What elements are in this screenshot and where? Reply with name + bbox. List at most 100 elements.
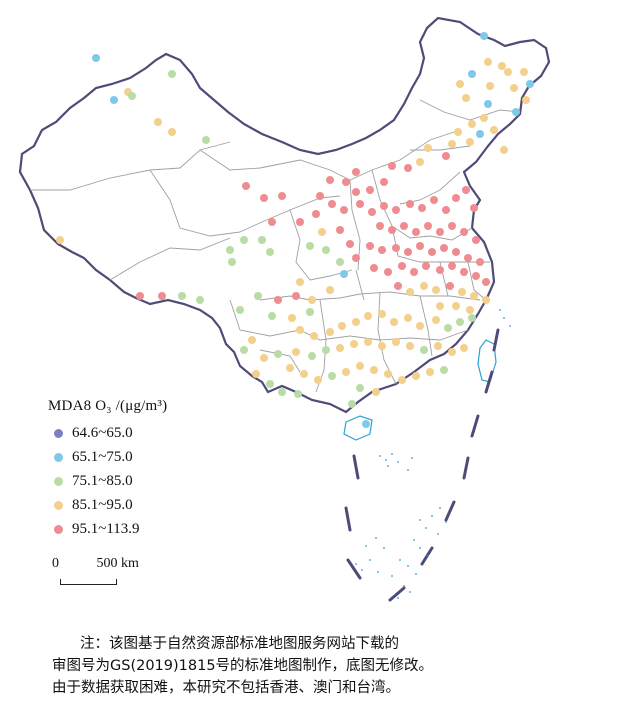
station-dot xyxy=(416,322,424,330)
station-dot xyxy=(384,370,392,378)
station-dot xyxy=(326,286,334,294)
legend-label-1: 64.6~65.0 xyxy=(72,424,133,441)
station-dot xyxy=(288,314,296,322)
station-dot xyxy=(326,176,334,184)
station-dot xyxy=(426,368,434,376)
station-dot xyxy=(404,248,412,256)
station-dot xyxy=(240,346,248,354)
station-dot xyxy=(406,342,414,350)
station-dot xyxy=(338,322,346,330)
station-dot xyxy=(498,62,506,70)
station-dot xyxy=(340,206,348,214)
station-dot xyxy=(362,420,370,428)
station-dot xyxy=(370,366,378,374)
island-dot xyxy=(369,559,371,561)
station-dot xyxy=(418,204,426,212)
hainan-island xyxy=(343,415,373,441)
station-dot xyxy=(366,242,374,250)
station-dot xyxy=(236,306,244,314)
legend-item-2: 65.1~75.0 xyxy=(48,445,167,469)
station-dot xyxy=(436,302,444,310)
island-dot xyxy=(437,533,439,535)
station-dot xyxy=(526,80,534,88)
station-dot xyxy=(412,228,420,236)
station-dot xyxy=(472,236,480,244)
island-dot xyxy=(407,565,409,567)
station-dot xyxy=(462,94,470,102)
station-dot xyxy=(268,218,276,226)
station-dot xyxy=(448,140,456,148)
monitoring-stations xyxy=(56,32,534,428)
station-dot xyxy=(424,222,432,230)
legend-swatch-4 xyxy=(54,500,63,510)
station-dot xyxy=(432,316,440,324)
station-dot xyxy=(394,282,402,290)
station-dot xyxy=(388,162,396,170)
island-dot xyxy=(419,547,421,549)
station-dot xyxy=(420,282,428,290)
island-dot xyxy=(397,461,399,463)
station-dot xyxy=(428,248,436,256)
legend-label-2: 65.1~75.0 xyxy=(72,448,133,465)
legend-item-3: 75.1~85.0 xyxy=(48,469,167,493)
station-dot xyxy=(352,188,360,196)
station-dot xyxy=(352,254,360,262)
station-dot xyxy=(390,318,398,326)
station-dot xyxy=(388,226,396,234)
island-dot xyxy=(361,569,363,571)
station-dot xyxy=(228,258,236,266)
station-dot xyxy=(254,292,262,300)
island-dot xyxy=(377,571,379,573)
station-dot xyxy=(372,388,380,396)
station-dot xyxy=(522,96,530,104)
scale-bar: 0 500 km xyxy=(52,556,139,572)
island-dot xyxy=(391,575,393,577)
station-dot xyxy=(356,384,364,392)
island-dot xyxy=(407,469,409,471)
station-dot xyxy=(448,262,456,270)
station-dot xyxy=(452,302,460,310)
station-dot xyxy=(430,196,438,204)
legend-swatch-3 xyxy=(54,476,63,486)
station-dot xyxy=(308,352,316,360)
island-dot xyxy=(391,453,393,455)
legend: MDA8 O₃ /(μg/m³) 64.6~65.0 65.1~75.0 75.… xyxy=(48,398,167,541)
island-dot xyxy=(499,309,501,311)
map-note: 注：该图基于自然资源部标准地图服务网站下载的 审图号为GS(2019)1815号… xyxy=(52,633,433,699)
station-dot xyxy=(462,186,470,194)
station-dot xyxy=(308,296,316,304)
station-dot xyxy=(348,400,356,408)
island-dot xyxy=(383,547,385,549)
station-dot xyxy=(316,192,324,200)
station-dot xyxy=(248,336,256,344)
station-dot xyxy=(460,344,468,352)
station-dot xyxy=(472,272,480,280)
station-dot xyxy=(436,266,444,274)
station-dot xyxy=(258,236,266,244)
legend-item-4: 85.1~95.0 xyxy=(48,493,167,517)
station-dot xyxy=(452,194,460,202)
station-dot xyxy=(296,326,304,334)
station-dot xyxy=(500,146,508,154)
note-line-2: 审图号为GS(2019)1815号的标准地图制作，底图无修改。 xyxy=(52,658,434,674)
station-dot xyxy=(158,292,166,300)
station-dot xyxy=(452,248,460,256)
station-dot xyxy=(458,288,466,296)
legend-label-5: 95.1~113.9 xyxy=(72,520,140,537)
station-dot xyxy=(476,130,484,138)
station-dot xyxy=(226,246,234,254)
island-dot xyxy=(427,555,429,557)
station-dot xyxy=(336,258,344,266)
station-dot xyxy=(466,138,474,146)
station-dot xyxy=(364,312,372,320)
island-dot xyxy=(411,457,413,459)
station-dot xyxy=(470,292,478,300)
station-dot xyxy=(292,292,300,300)
scale-distance: 500 km xyxy=(96,556,139,571)
island-dot xyxy=(509,325,511,327)
station-dot xyxy=(398,262,406,270)
station-dot xyxy=(196,296,204,304)
station-dot xyxy=(392,206,400,214)
station-dot xyxy=(378,342,386,350)
station-dot xyxy=(110,96,118,104)
